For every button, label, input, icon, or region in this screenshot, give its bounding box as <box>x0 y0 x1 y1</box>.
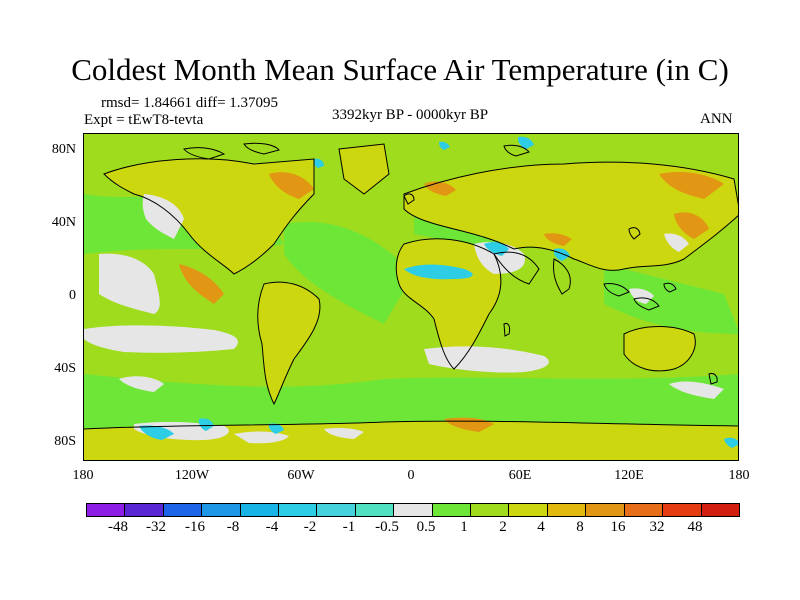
colorbar-swatch <box>547 504 587 516</box>
colorbar <box>86 503 740 517</box>
colorbar-swatch <box>125 504 164 516</box>
colorbar-label: -32 <box>146 519 166 535</box>
warm-anomaly-regions <box>179 172 724 432</box>
colorbar-label: -8 <box>226 519 240 535</box>
y-tick-0: 0 <box>69 288 76 303</box>
y-tick-80n: 80N <box>51 142 76 157</box>
temperature-map <box>84 134 738 460</box>
experiment-label: Expt = tEwT8-tevta <box>84 112 204 128</box>
colorbar-label: -2 <box>303 519 317 535</box>
y-tick-80s: 80S <box>54 434 76 449</box>
period-label: 3392kyr BP - 0000kyr BP <box>331 107 489 123</box>
colorbar-swatch <box>163 504 203 516</box>
colorbar-label: -1 <box>342 519 356 535</box>
colorbar-label: 2 <box>499 519 507 535</box>
colorbar-swatch <box>586 504 625 516</box>
colorbar-label: 16 <box>610 519 626 535</box>
x-tick-120w: 120W <box>174 468 210 483</box>
colorbar-swatch <box>701 504 739 516</box>
colorbar-swatch <box>202 504 241 516</box>
colorbar-label: 48 <box>687 519 703 535</box>
colorbar-swatch <box>394 504 433 516</box>
coastlines <box>84 142 738 430</box>
colorbar-label: -0.5 <box>375 519 399 535</box>
colorbar-label: -16 <box>185 519 205 535</box>
x-tick-120e: 120E <box>614 468 644 483</box>
colorbar-swatch <box>317 504 356 516</box>
x-tick-60w: 60W <box>287 468 315 483</box>
colorbar-swatch <box>87 504 126 516</box>
stats-line: rmsd= 1.84661 diff= 1.37095 <box>101 95 279 111</box>
colorbar-label: 32 <box>649 519 665 535</box>
colorbar-swatch <box>355 504 395 516</box>
land-regions <box>84 144 738 460</box>
chart-title: Coldest Month Mean Surface Air Temperatu… <box>71 52 729 87</box>
colorbar-label: 1 <box>460 519 468 535</box>
x-tick-60e: 60E <box>508 468 532 483</box>
colorbar-swatch <box>509 504 548 516</box>
colorbar-swatch <box>432 504 472 516</box>
map-plot <box>83 133 739 461</box>
colorbar-label: -4 <box>265 519 279 535</box>
y-tick-40s: 40S <box>54 361 76 376</box>
x-tick-180e: 180 <box>728 468 750 483</box>
x-tick-0: 0 <box>407 468 415 483</box>
colorbar-label: 0.5 <box>416 519 436 535</box>
colorbar-swatch <box>471 504 510 516</box>
colorbar-swatch <box>663 504 702 516</box>
x-tick-180w: 180 <box>72 468 94 483</box>
colorbar-label: 4 <box>537 519 545 535</box>
season-label: ANN <box>700 111 733 127</box>
colorbar-label: 8 <box>576 519 584 535</box>
colorbar-label: -48 <box>108 519 128 535</box>
colorbar-swatch <box>240 504 280 516</box>
colorbar-swatch <box>624 504 664 516</box>
y-tick-40n: 40N <box>51 215 76 230</box>
colorbar-swatch <box>279 504 318 516</box>
